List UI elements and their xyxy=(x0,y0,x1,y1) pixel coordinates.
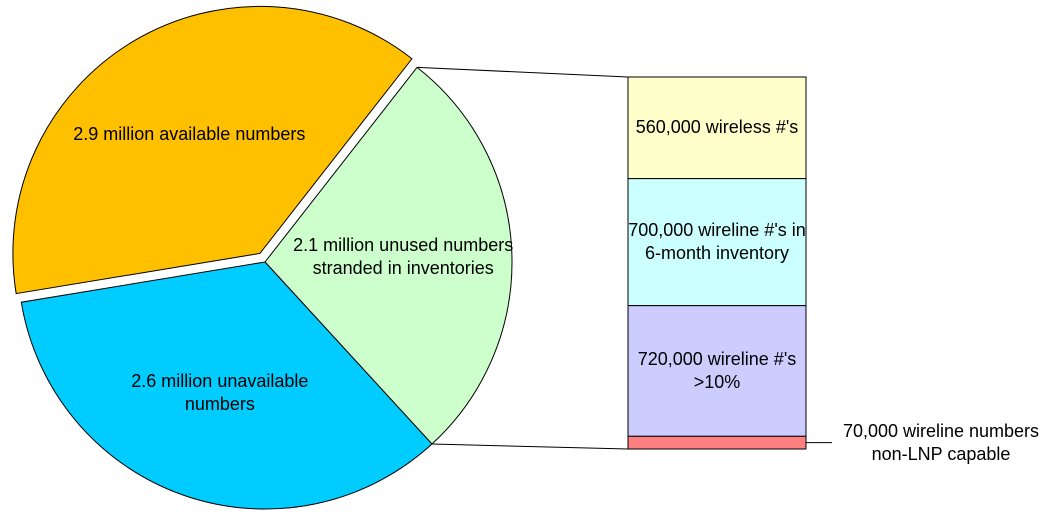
bar-segment xyxy=(627,76,807,180)
bar-segment xyxy=(627,305,807,437)
bar-segment xyxy=(627,435,807,450)
pie-slice xyxy=(12,5,413,295)
data-label: 2.9 million available numbers xyxy=(73,123,306,144)
connector-line xyxy=(431,443,629,450)
label-box: 2.6 million unavailable numbers xyxy=(131,370,309,414)
data-label: 720,000 wireline #'s >10% xyxy=(637,348,797,392)
label-box: 720,000 wireline #'s >10% xyxy=(637,348,797,392)
data-label: 70,000 wireline numbers non-LNP capable xyxy=(842,420,1040,464)
bar-segment xyxy=(627,178,807,307)
data-label: 2.6 million unavailable numbers xyxy=(131,370,309,414)
connector-line xyxy=(417,66,629,78)
pie-slice xyxy=(264,66,513,445)
pie-slice xyxy=(20,261,433,510)
data-label: 560,000 wireless #'s xyxy=(635,117,799,138)
data-label: 700,000 wireline #'s in 6-month inventor… xyxy=(628,220,806,264)
label-box: 2.1 million unused numbers stranded in i… xyxy=(293,234,514,278)
label-box: 700,000 wireline #'s in 6-month inventor… xyxy=(628,220,806,264)
data-label: 2.1 million unused numbers stranded in i… xyxy=(293,234,514,278)
label-box: 2.9 million available numbers xyxy=(73,123,306,144)
label-box: 560,000 wireless #'s xyxy=(635,117,799,138)
label-box: 70,000 wireline numbers non-LNP capable xyxy=(842,420,1040,464)
